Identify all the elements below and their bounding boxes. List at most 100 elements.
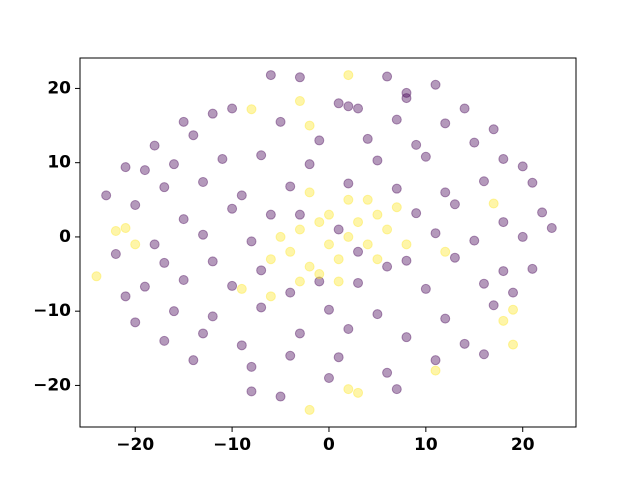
- point: [353, 217, 364, 228]
- point: [178, 116, 189, 127]
- point: [159, 335, 170, 346]
- point: [343, 384, 354, 395]
- y-tick-label: 0: [59, 227, 71, 247]
- point: [430, 365, 441, 376]
- point: [430, 79, 441, 90]
- point: [246, 104, 257, 115]
- point: [120, 223, 131, 234]
- point: [333, 254, 344, 265]
- point: [227, 103, 238, 114]
- point: [304, 159, 315, 170]
- point: [498, 153, 509, 164]
- y-tick-label: 20: [47, 78, 71, 98]
- point: [508, 304, 519, 315]
- point: [333, 224, 344, 235]
- point: [537, 207, 548, 218]
- point: [488, 198, 499, 209]
- point: [159, 182, 170, 193]
- point: [527, 263, 538, 274]
- point: [372, 309, 383, 320]
- point: [508, 339, 519, 350]
- point: [217, 153, 228, 164]
- point: [314, 217, 325, 228]
- point: [188, 130, 199, 141]
- point: [294, 276, 305, 287]
- point: [382, 224, 393, 235]
- point: [110, 225, 121, 236]
- point: [314, 269, 325, 280]
- point: [478, 278, 489, 289]
- point: [459, 338, 470, 349]
- point: [265, 209, 276, 220]
- point: [101, 190, 112, 201]
- point: [294, 96, 305, 107]
- point: [188, 355, 199, 366]
- point: [256, 150, 267, 161]
- plot-frame: [79, 57, 577, 428]
- point: [382, 367, 393, 378]
- point: [236, 340, 247, 351]
- point: [246, 236, 257, 247]
- x-tick-label: −10: [213, 435, 251, 455]
- point: [546, 223, 557, 234]
- point: [323, 209, 334, 220]
- x-tick-label: 10: [414, 435, 438, 455]
- point: [236, 190, 247, 201]
- point: [256, 265, 267, 276]
- point: [401, 239, 412, 250]
- point: [323, 304, 334, 315]
- point: [246, 386, 257, 397]
- point: [459, 103, 470, 114]
- point: [478, 349, 489, 360]
- point: [343, 194, 354, 205]
- point: [149, 239, 160, 250]
- point: [353, 387, 364, 398]
- point: [517, 231, 528, 242]
- point: [120, 291, 131, 302]
- point: [91, 271, 102, 282]
- point: [440, 246, 451, 257]
- point: [430, 228, 441, 239]
- point: [372, 209, 383, 220]
- point: [372, 155, 383, 166]
- point: [488, 300, 499, 311]
- x-tick-label: 0: [323, 435, 335, 455]
- point: [498, 315, 509, 326]
- point: [207, 311, 218, 322]
- point: [391, 384, 402, 395]
- point: [294, 224, 305, 235]
- y-tick-label: 10: [47, 153, 71, 173]
- point: [198, 229, 209, 240]
- point: [178, 274, 189, 285]
- point: [478, 176, 489, 187]
- point: [275, 231, 286, 242]
- point: [343, 101, 354, 112]
- point: [449, 199, 460, 210]
- point: [382, 71, 393, 82]
- point: [401, 332, 412, 343]
- point: [130, 239, 141, 250]
- point: [246, 361, 257, 372]
- point: [256, 302, 267, 313]
- point: [353, 277, 364, 288]
- point: [440, 187, 451, 198]
- point: [110, 249, 121, 260]
- x-tick-label: −20: [116, 435, 154, 455]
- point: [411, 139, 422, 150]
- point: [159, 257, 170, 268]
- x-tick-label: 20: [511, 435, 535, 455]
- point: [469, 137, 480, 148]
- point: [304, 187, 315, 198]
- point: [323, 372, 334, 383]
- point: [130, 317, 141, 328]
- point: [285, 287, 296, 298]
- point: [391, 114, 402, 125]
- point: [333, 276, 344, 287]
- point: [314, 276, 325, 287]
- point: [207, 256, 218, 267]
- point: [527, 177, 538, 188]
- point: [508, 287, 519, 298]
- point: [168, 306, 179, 317]
- point: [227, 280, 238, 291]
- point: [440, 118, 451, 129]
